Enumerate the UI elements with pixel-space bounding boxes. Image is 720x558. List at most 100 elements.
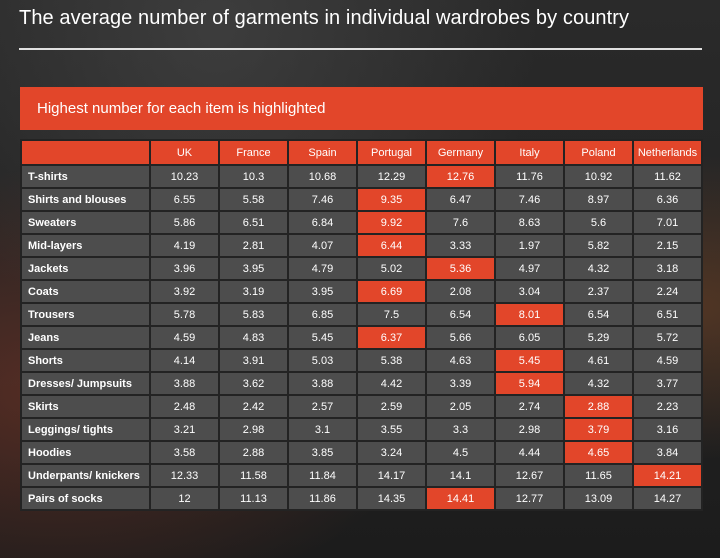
value-cell: 5.83 (218, 302, 289, 327)
header-corner-cell (20, 139, 151, 166)
table-row: Trousers 5.78 5.83 6.85 7.5 6.54 8.01 6.54 6.51 (20, 302, 703, 327)
value-cell: 6.47 (425, 187, 496, 212)
table-row: Skirts 2.48 2.42 2.57 2.59 2.05 2.74 2.88 2.23 (20, 394, 703, 419)
column-header: Italy (494, 139, 565, 166)
column-header: Germany (425, 139, 496, 166)
row-label: Dresses/ Jumpsuits (20, 371, 151, 396)
table-row: Sweaters 5.86 6.51 6.84 9.92 7.6 8.63 5.6 7.01 (20, 210, 703, 235)
value-cell: 6.85 (287, 302, 358, 327)
value-cell: 1.97 (494, 233, 565, 258)
value-cell: 3.1 (287, 417, 358, 442)
value-cell: 4.44 (494, 440, 565, 465)
value-cell: 6.55 (149, 187, 220, 212)
value-cell: 5.58 (218, 187, 289, 212)
value-cell: 12.77 (494, 486, 565, 511)
banner-text: Highest number for each item is highligh… (37, 100, 326, 117)
value-cell: 5.72 (632, 325, 703, 350)
value-cell: 4.5 (425, 440, 496, 465)
highlighted-value-cell: 5.45 (494, 348, 565, 373)
value-cell: 4.79 (287, 256, 358, 281)
value-cell: 3.33 (425, 233, 496, 258)
highlighted-value-cell: 14.21 (632, 463, 703, 488)
value-cell: 11.13 (218, 486, 289, 511)
table-row: Shirts and blouses 6.55 5.58 7.46 9.35 6.47 7.… (20, 187, 703, 212)
highlighted-value-cell: 9.92 (356, 210, 427, 235)
value-cell: 5.66 (425, 325, 496, 350)
value-cell: 6.84 (287, 210, 358, 235)
highlighted-value-cell: 9.35 (356, 187, 427, 212)
table-row: T-shirts 10.23 10.3 10.68 12.29 12.76 11.76 10.… (20, 164, 703, 189)
value-cell: 5.6 (563, 210, 634, 235)
value-cell: 7.5 (356, 302, 427, 327)
value-cell: 3.16 (632, 417, 703, 442)
value-cell: 2.88 (218, 440, 289, 465)
value-cell: 5.82 (563, 233, 634, 258)
value-cell: 5.86 (149, 210, 220, 235)
value-cell: 2.81 (218, 233, 289, 258)
value-cell: 4.14 (149, 348, 220, 373)
value-cell: 2.59 (356, 394, 427, 419)
row-label: Hoodies (20, 440, 151, 465)
highlighted-value-cell: 6.44 (356, 233, 427, 258)
value-cell: 11.86 (287, 486, 358, 511)
row-label: Coats (20, 279, 151, 304)
value-cell: 2.24 (632, 279, 703, 304)
highlighted-value-cell: 5.94 (494, 371, 565, 396)
table-row: Jackets 3.96 3.95 4.79 5.02 5.36 4.97 4.32 3.18 (20, 256, 703, 281)
value-cell: 2.05 (425, 394, 496, 419)
value-cell: 6.51 (218, 210, 289, 235)
value-cell: 10.3 (218, 164, 289, 189)
header-row: UK France Spain Portugal Germany Italy P… (20, 139, 703, 166)
value-cell: 4.83 (218, 325, 289, 350)
value-cell: 3.91 (218, 348, 289, 373)
value-cell: 14.1 (425, 463, 496, 488)
column-header: Poland (563, 139, 634, 166)
highlighted-value-cell: 12.76 (425, 164, 496, 189)
value-cell: 3.92 (149, 279, 220, 304)
table-row: Shorts 4.14 3.91 5.03 5.38 4.63 5.45 4.61 4.59 (20, 348, 703, 373)
value-cell: 13.09 (563, 486, 634, 511)
value-cell: 7.01 (632, 210, 703, 235)
highlighted-value-cell: 6.37 (356, 325, 427, 350)
row-label: Jackets (20, 256, 151, 281)
value-cell: 8.97 (563, 187, 634, 212)
value-cell: 12.29 (356, 164, 427, 189)
value-cell: 2.98 (494, 417, 565, 442)
row-label: Shorts (20, 348, 151, 373)
value-cell: 2.08 (425, 279, 496, 304)
row-label: Shirts and blouses (20, 187, 151, 212)
column-header: UK (149, 139, 220, 166)
value-cell: 4.63 (425, 348, 496, 373)
value-cell: 5.03 (287, 348, 358, 373)
value-cell: 11.65 (563, 463, 634, 488)
value-cell: 3.85 (287, 440, 358, 465)
row-label: Leggings/ tights (20, 417, 151, 442)
value-cell: 3.84 (632, 440, 703, 465)
value-cell: 11.58 (218, 463, 289, 488)
value-cell: 12.67 (494, 463, 565, 488)
table-row: Hoodies 3.58 2.88 3.85 3.24 4.5 4.44 4.65 3.84 (20, 440, 703, 465)
highlight-banner: Highest number for each item is highligh… (20, 87, 703, 130)
table-row: Coats 3.92 3.19 3.95 6.69 2.08 3.04 2.37 2.24 (20, 279, 703, 304)
value-cell: 4.32 (563, 371, 634, 396)
value-cell: 5.38 (356, 348, 427, 373)
highlighted-value-cell: 8.01 (494, 302, 565, 327)
value-cell: 2.98 (218, 417, 289, 442)
row-label: Jeans (20, 325, 151, 350)
value-cell: 5.78 (149, 302, 220, 327)
value-cell: 5.45 (287, 325, 358, 350)
value-cell: 3.77 (632, 371, 703, 396)
value-cell: 5.29 (563, 325, 634, 350)
value-cell: 2.42 (218, 394, 289, 419)
row-label: T-shirts (20, 164, 151, 189)
value-cell: 10.68 (287, 164, 358, 189)
column-header: Portugal (356, 139, 427, 166)
value-cell: 14.35 (356, 486, 427, 511)
value-cell: 3.3 (425, 417, 496, 442)
value-cell: 6.51 (632, 302, 703, 327)
value-cell: 5.02 (356, 256, 427, 281)
value-cell: 3.58 (149, 440, 220, 465)
value-cell: 7.6 (425, 210, 496, 235)
row-label: Sweaters (20, 210, 151, 235)
value-cell: 2.48 (149, 394, 220, 419)
